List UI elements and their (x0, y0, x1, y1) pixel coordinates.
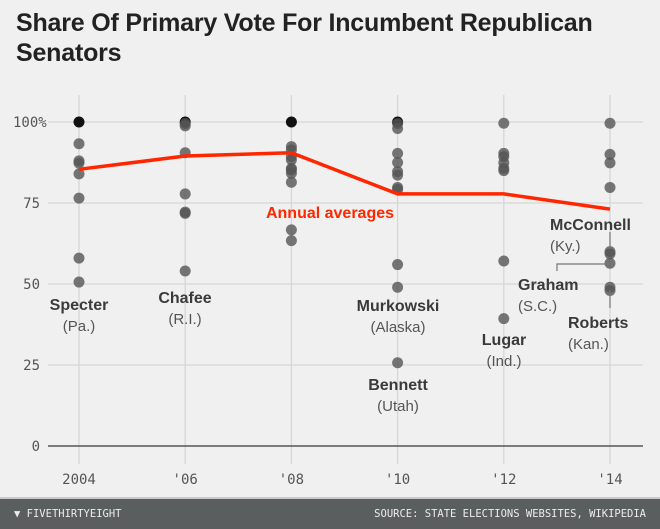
x-tick-label: '08 (279, 472, 304, 488)
y-tick-label: 0 (32, 439, 40, 455)
data-point (179, 265, 191, 277)
data-point (392, 157, 404, 168)
data-point (73, 252, 85, 264)
data-point (604, 157, 616, 169)
x-tick-label: '10 (385, 472, 410, 488)
annotation-murkowski: Murkowski (357, 298, 440, 315)
annotation-specter-state: (Pa.) (63, 318, 96, 335)
average-label: Annual averages (266, 205, 394, 222)
annotation-graham: Graham (518, 277, 578, 294)
footer: ▼ FIVETHIRTYEIGHT SOURCE: STATE ELECTION… (0, 497, 660, 529)
y-tick-label: 25 (23, 358, 40, 374)
data-point (604, 117, 616, 129)
annotation-mcconnell: McConnell (550, 217, 631, 234)
data-point (604, 148, 616, 160)
annotation-labels: Specter (Pa.) Chafee (R.I.) Murkowski (A… (50, 217, 631, 415)
data-point (285, 176, 297, 188)
annotation-specter: Specter (50, 297, 109, 314)
data-point (498, 165, 510, 177)
brand-name: FIVETHIRTYEIGHT (26, 508, 122, 520)
data-point (498, 313, 510, 325)
data-point (73, 138, 85, 150)
data-point (498, 117, 510, 129)
y-tick-label: 50 (23, 277, 40, 293)
data-points (73, 116, 616, 369)
x-tick-label: '06 (173, 472, 198, 488)
data-point (285, 167, 297, 179)
source-note: SOURCE: STATE ELECTIONS WEBSITES, WIKIPE… (374, 508, 646, 520)
annotation-chafee: Chafee (158, 290, 211, 307)
data-point (498, 255, 510, 267)
annotation-graham-state: (S.C.) (518, 298, 557, 315)
data-point (285, 116, 297, 128)
data-point (604, 181, 616, 193)
brand-logo: ▼ FIVETHIRTYEIGHT (14, 508, 121, 520)
annotation-bennett-state: (Utah) (377, 398, 419, 415)
x-tick-label: '14 (597, 472, 622, 488)
data-point (73, 157, 85, 169)
data-point (73, 192, 85, 204)
axis-ticks: 2004 '06 '08 '10 '12 '14 0 25 50 75 100% (13, 115, 623, 488)
data-point (604, 257, 616, 269)
annotation-roberts-state: (Kan.) (568, 336, 609, 353)
data-point (604, 248, 616, 260)
annotation-chafee-state: (R.I.) (168, 311, 201, 328)
data-point (285, 154, 297, 166)
x-tick-label: '12 (491, 472, 516, 488)
y-tick-label: 75 (23, 196, 40, 212)
data-point (285, 224, 297, 236)
annotation-lugar: Lugar (482, 332, 526, 349)
data-point (392, 357, 404, 369)
scatter-chart: 2004 '06 '08 '10 '12 '14 0 25 50 75 100% Annual av… (13, 95, 643, 488)
data-point (179, 188, 191, 200)
fox-icon: ▼ (14, 508, 27, 520)
graham-connector (556, 263, 610, 271)
data-point (285, 235, 297, 247)
annual-average-line (78, 151, 611, 211)
data-point (179, 207, 191, 219)
annotation-mcconnell-state: (Ky.) (550, 238, 581, 255)
data-point (392, 169, 404, 181)
y-tick-label: 100% (13, 115, 47, 131)
data-point (179, 120, 191, 132)
data-point (392, 281, 404, 293)
data-point (392, 122, 404, 134)
annotation-murkowski-state: (Alaska) (370, 319, 425, 336)
data-point (73, 168, 85, 180)
data-point (392, 259, 404, 271)
x-tick-label: 2004 (62, 472, 96, 488)
annotation-bennett: Bennett (368, 377, 428, 394)
data-point (73, 116, 85, 128)
chart-title: Share Of Primary Vote For Incumbent Repu… (16, 9, 593, 67)
annotation-roberts: Roberts (568, 315, 629, 332)
annotation-lugar-state: (Ind.) (486, 353, 521, 370)
data-point (73, 276, 85, 288)
data-point (392, 147, 404, 159)
annotations (556, 232, 611, 308)
